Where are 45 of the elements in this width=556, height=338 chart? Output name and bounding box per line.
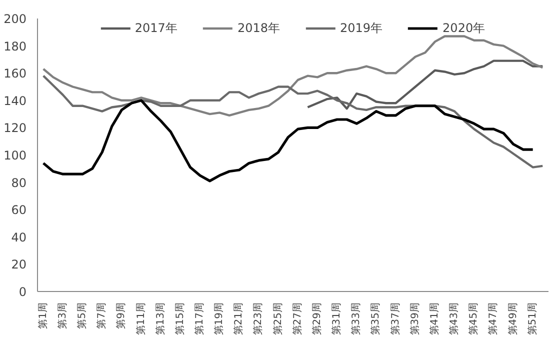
x-tick-label: 第31周 — [330, 302, 343, 336]
legend-label: 2019年 — [340, 20, 383, 36]
x-tick-label: 第23周 — [252, 302, 264, 336]
x-tick-label: 第11周 — [134, 302, 147, 336]
y-tick-label: 100 — [4, 148, 26, 162]
x-tick-label: 第1周 — [36, 302, 49, 329]
y-tick-label: 0 — [18, 285, 27, 299]
x-tick-label: 第35周 — [370, 302, 382, 336]
y-tick-label: 200 — [4, 12, 26, 26]
line-series — [42, 99, 534, 182]
legend-label: 2017年 — [134, 20, 178, 36]
x-tick-label: 第49周 — [506, 302, 519, 336]
line-series — [306, 60, 544, 110]
x-tick-label: 第51周 — [526, 302, 538, 336]
x-tick-label: 第39周 — [408, 302, 421, 336]
x-tick-label: 第21周 — [232, 302, 245, 336]
x-tick-label: 第13周 — [154, 302, 166, 336]
x-tick-label: 第29周 — [310, 302, 323, 336]
y-tick-label: 20 — [11, 258, 27, 272]
line-series — [42, 35, 544, 117]
y-tick-label: 160 — [4, 66, 26, 81]
x-tick-label: 第7周 — [96, 302, 108, 329]
x-tick-label: 第37周 — [389, 302, 402, 336]
y-tick-label: 40 — [11, 230, 27, 244]
x-tick-label: 第47周 — [487, 302, 500, 336]
x-tick-label: 第33周 — [350, 302, 362, 336]
x-tick-label: 第9周 — [115, 302, 128, 329]
line-series — [42, 74, 544, 168]
x-tick-label: 第17周 — [194, 302, 206, 336]
y-tick-label: 140 — [4, 94, 26, 108]
x-tick-label: 第41周 — [428, 302, 440, 336]
x-tick-label: 第27周 — [291, 302, 304, 336]
y-tick-label: 60 — [11, 203, 27, 218]
x-tick-label: 第45周 — [468, 302, 480, 336]
x-tick-label: 第43周 — [448, 302, 460, 336]
x-tick-label: 第3周 — [56, 302, 68, 329]
y-tick-label: 180 — [4, 39, 26, 54]
x-tick-label: 第5周 — [76, 302, 88, 329]
legend-label: 2020年 — [442, 20, 486, 36]
x-tick-label: 第15周 — [174, 302, 186, 336]
legend-label: 2018年 — [237, 20, 280, 36]
y-tick-label: 120 — [4, 121, 26, 136]
x-tick-label: 第19周 — [213, 302, 226, 336]
x-tick-label: 第25周 — [272, 302, 284, 336]
y-tick-label: 80 — [11, 176, 27, 190]
